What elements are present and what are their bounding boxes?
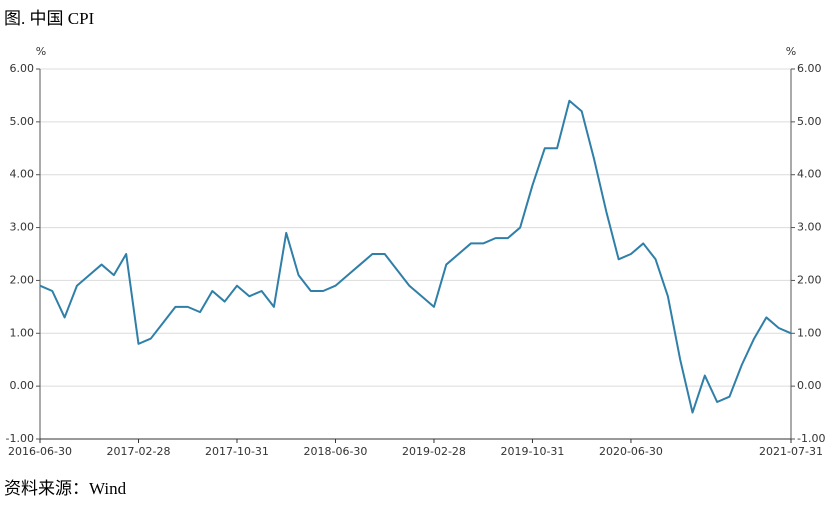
source: 资料来源：Wind [4,479,127,498]
y-tick-label: 0.00 [10,379,35,392]
y-tick-label: 2.00 [10,273,35,286]
y2-tick-label: 5.00 [797,115,822,128]
y-unit: % [36,45,46,58]
x-tick-label: 2021-07-31 [759,445,823,458]
y-tick-label: 4.00 [10,168,35,181]
y2-tick-label: -1.00 [797,432,825,445]
y2-tick-label: 2.00 [797,273,822,286]
y2-tick-label: 1.00 [797,326,822,339]
x-tick-label: 2020-06-30 [599,445,663,458]
cpi-line [39,99,792,414]
x-tick-label: 2019-02-28 [402,445,466,458]
y-tick-label: 5.00 [10,115,35,128]
x-tick-label: 2019-10-31 [500,445,564,458]
y2-tick-label: 3.00 [797,221,822,234]
x-tick-label: 2018-06-30 [304,445,368,458]
y-tick-label: 1.00 [10,326,35,339]
y2-tick-label: 4.00 [797,168,822,181]
y2-tick-label: 6.00 [797,62,822,75]
y2-tick-label: 0.00 [797,379,822,392]
y-tick-label: -1.00 [6,432,34,445]
y-tick-label: 3.00 [10,221,35,234]
chart-title: 图. 中国 CPI [4,9,95,28]
y2-unit: % [786,45,796,58]
x-tick-label: 2017-02-28 [107,445,171,458]
x-tick-label: 2016-06-30 [8,445,72,458]
y-tick-label: 6.00 [10,62,35,75]
x-tick-label: 2017-10-31 [205,445,269,458]
